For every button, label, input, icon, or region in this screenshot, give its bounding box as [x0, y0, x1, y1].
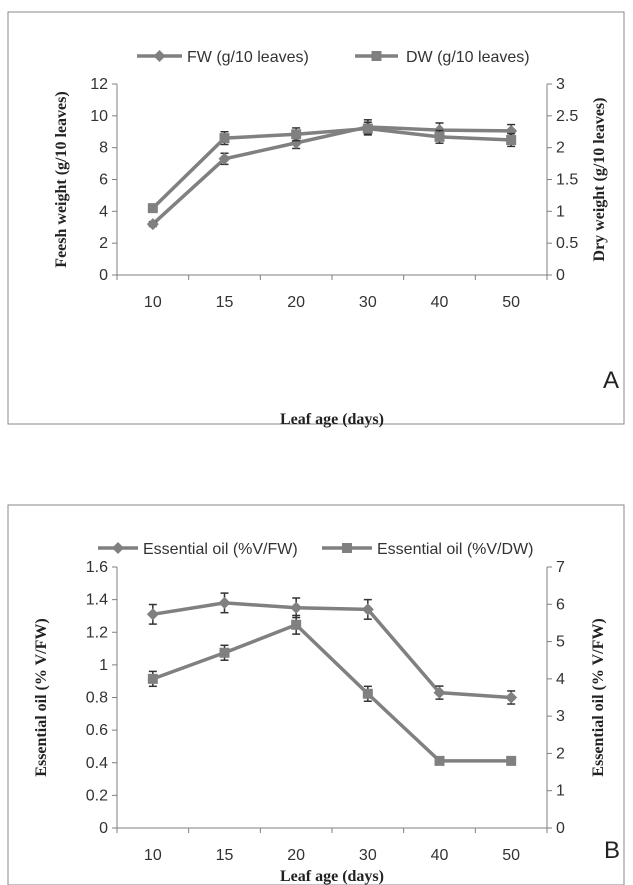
left-y-tick-label: 1	[99, 657, 108, 674]
data-point	[361, 603, 374, 616]
data-point	[362, 123, 373, 134]
series-2	[147, 614, 517, 766]
data-point	[291, 129, 302, 140]
data-point	[506, 135, 517, 146]
right-y-tick-label: 3	[556, 76, 565, 93]
panel-label: A	[603, 367, 619, 394]
data-point	[219, 133, 230, 144]
x-tick-label: 15	[216, 294, 234, 311]
x-axis-title: Leaf age (days)	[280, 868, 384, 885]
series-line	[152, 601, 512, 700]
left-y-tick-label: 10	[90, 108, 108, 125]
data-point	[146, 218, 159, 231]
x-tick-label: 15	[216, 847, 234, 864]
left-y-tick-label: 1.4	[86, 592, 108, 609]
right-y-tick-label: 1.5	[556, 172, 578, 189]
legend-item: DW (g/10 leaves)	[355, 49, 530, 66]
right-y-tick-label: 5	[556, 634, 565, 651]
legend-label: Essential oil (%V/FW)	[143, 541, 298, 558]
data-point	[434, 755, 445, 766]
x-tick-label: 40	[431, 847, 449, 864]
right-y-tick-label: 4	[556, 671, 565, 688]
x-tick-label: 10	[144, 294, 162, 311]
legend-item: Essential oil (%V/DW)	[322, 541, 533, 558]
x-tick-label: 20	[287, 294, 305, 311]
legend-label: FW (g/10 leaves)	[187, 49, 309, 66]
x-tick-label: 10	[144, 847, 162, 864]
data-point	[146, 608, 159, 621]
data-point	[506, 755, 517, 766]
right-y-tick-label: 6	[556, 596, 565, 613]
x-axis-title: Leaf age (days)	[280, 411, 384, 428]
left-y-tick-label: 2	[99, 235, 108, 252]
right-y-axis-title: Dry weight (g/10 leaves)	[591, 98, 608, 262]
right-y-tick-label: 2.5	[556, 108, 578, 125]
x-tick-label: 50	[502, 847, 520, 864]
left-y-tick-label: 1.2	[86, 624, 108, 641]
series-line	[151, 126, 512, 210]
data-point	[505, 691, 518, 704]
right-y-tick-label: 7	[556, 559, 565, 576]
legend-label: Essential oil (%V/DW)	[377, 541, 533, 558]
left-y-tick-label: 0.8	[86, 690, 108, 707]
series-1	[146, 592, 518, 705]
data-point	[219, 647, 230, 658]
x-tick-label: 50	[502, 294, 520, 311]
legend-marker	[342, 543, 352, 553]
right-y-tick-label: 1	[556, 783, 565, 800]
x-tick-label: 20	[287, 847, 305, 864]
legend-marker	[153, 50, 166, 62]
chart-frame	[7, 504, 625, 885]
right-y-tick-label: 0	[556, 820, 565, 837]
data-point	[362, 688, 373, 699]
left-y-axis-title: Feesh weight (g/10 leaves)	[53, 91, 70, 267]
right-y-tick-label: 3	[556, 708, 565, 725]
series-2	[147, 121, 517, 214]
chart-panel-b: 10 15 20 30 40 50 0 0.2 0.4 0.6 0.8 1 1.2 1.4 1.6 0 1 2 3 4…	[7, 504, 625, 885]
data-point	[218, 152, 231, 165]
data-point	[291, 619, 302, 630]
x-tick-label: 30	[359, 294, 377, 311]
left-y-axis-title: Essential oil (% V/FW)	[33, 618, 50, 776]
legend-marker	[112, 542, 124, 554]
series-line	[151, 125, 512, 226]
data-point	[434, 131, 445, 142]
legend-marker	[371, 51, 382, 61]
left-y-tick-label: 12	[90, 76, 108, 93]
chart-panel-a: 10 15 20 30 40 50 0 2 4 6 8 10 12 0 0.5 1 1.5 2 2.5 3 Leaf a…	[7, 11, 625, 428]
x-tick-label: 40	[431, 294, 449, 311]
data-point	[290, 601, 303, 614]
chart-frame	[7, 11, 625, 425]
left-y-tick-label: 0.6	[86, 722, 108, 739]
left-y-tick-label: 6	[99, 172, 108, 189]
data-point	[433, 686, 446, 699]
left-y-tick-label: 8	[99, 140, 108, 157]
data-point	[218, 596, 231, 609]
left-y-tick-label: 0.2	[86, 787, 108, 804]
data-point	[290, 136, 303, 149]
x-tick-label: 30	[359, 847, 377, 864]
right-y-axis-title: Essential oil (% V/FW)	[590, 618, 607, 776]
left-y-tick-label: 1.6	[86, 559, 108, 576]
legend-label: DW (g/10 leaves)	[406, 49, 530, 66]
legend-item: Essential oil (%V/FW)	[98, 541, 298, 558]
right-y-tick-label: 1	[556, 203, 565, 220]
left-y-tick-label: 0	[99, 267, 108, 284]
legend-item: FW (g/10 leaves)	[137, 49, 309, 66]
right-y-tick-label: 2	[556, 745, 565, 762]
left-y-tick-label: 0	[99, 820, 108, 837]
right-y-tick-label: 2	[556, 140, 565, 157]
panel-label: B	[604, 837, 620, 864]
right-y-tick-label: 0.5	[556, 235, 578, 252]
left-y-tick-label: 0.4	[86, 755, 108, 772]
right-y-tick-label: 0	[556, 267, 565, 284]
data-point	[147, 673, 158, 684]
series-line	[152, 623, 512, 763]
data-point	[147, 203, 158, 214]
left-y-tick-label: 4	[99, 203, 108, 220]
